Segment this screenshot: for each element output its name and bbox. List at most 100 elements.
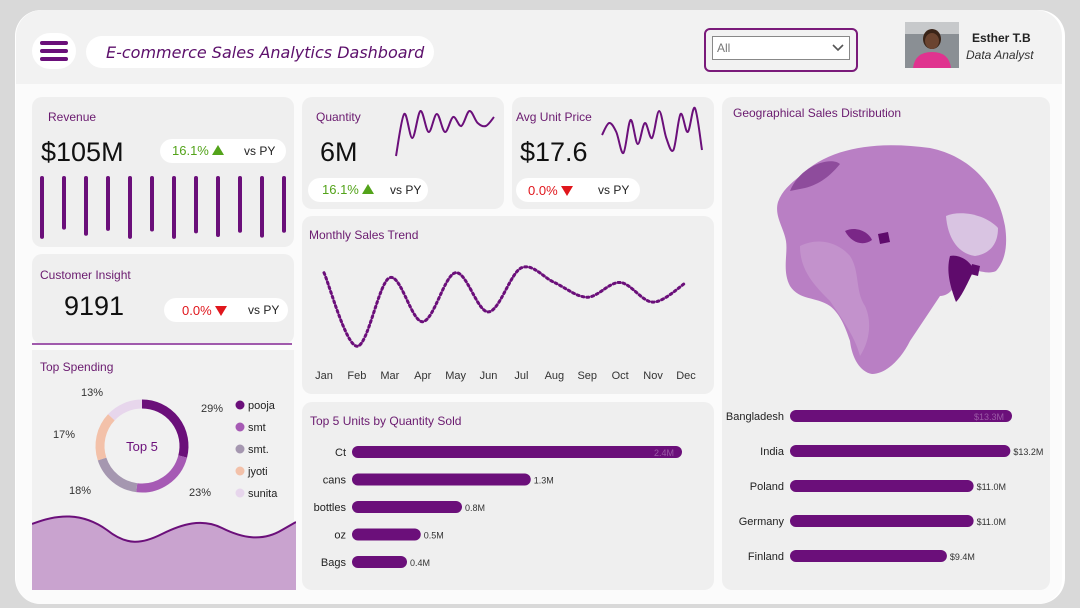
filter-slicer: All [704,28,858,72]
bar-category-label: Poland [750,481,784,493]
bar-category-label: cans [323,475,347,487]
quantity-change-pill: 16.1% vs PY [308,178,428,202]
hamburger-icon [40,41,68,61]
avg-price-compare: vs PY [598,183,630,197]
decorative-wave [32,515,296,590]
donut-slice [136,455,188,493]
monthly-trend-title: Monthly Sales Trend [309,228,419,242]
dashboard-title: E-commerce Sales Analytics Dashboard [106,42,425,62]
bar-value-label: 0.4M [410,558,430,568]
donut-slice [97,457,138,493]
user-name: Esther T.B [972,31,1031,45]
trend-month-label: Feb [347,370,366,382]
top-spending-donut-chart: 29% 23% 18% 17% 13% Top 5 pooja smt smt. jyoti sun… [53,387,278,500]
bar [352,556,407,568]
legend-label: smt [248,422,266,434]
chevron-down-icon [832,44,844,52]
sparkline-path [395,109,495,157]
legend-label: smt. [248,444,269,456]
legend-label: sunita [248,488,278,500]
bar [352,528,421,541]
legend-swatch [235,466,245,476]
quantity-label: Quantity [316,110,361,124]
bar-value-label: 2.4M [654,448,674,458]
bar-category-label: bottles [314,502,347,514]
monthly-trend-chart: Jan Feb Mar Apr May Jun Jul Aug Sep Oct Nov Dec [315,265,696,382]
donut-data-label: 29% [201,403,223,415]
revenue-change: 16.1% [172,143,224,158]
bar [352,473,531,486]
avatar [905,22,959,68]
legend-swatch [235,422,245,432]
menu-button[interactable] [32,33,76,69]
bar-category-label: oz [334,530,346,542]
arrow-down-icon [560,186,573,196]
trend-month-label: Dec [676,370,696,382]
bar-category-label: Finland [748,551,784,563]
bar-category-label: Ct [335,447,346,459]
donut-data-label: 23% [189,487,211,499]
customer-change: 0.0% [182,303,227,318]
arrow-up-icon [211,145,224,155]
divider [32,343,292,345]
donut-slice [95,414,115,461]
bar-value-label: 0.8M [465,503,485,513]
geo-bar-chart: Bangladesh $13.3M India $13.2M Poland $11.0M G… [726,410,1043,563]
donut-data-label: 18% [69,485,91,497]
bar-category-label: India [760,446,785,458]
revenue-card [32,97,294,247]
bar-value-label: 0.5M [424,531,444,541]
donut-data-label: 13% [81,387,103,399]
top-units-title: Top 5 Units by Quantity Sold [310,414,462,428]
legend-swatch [235,444,245,454]
donut-slice [141,399,189,458]
donut-data-label: 17% [53,429,75,441]
user-role: Data Analyst [966,48,1034,62]
avg-price-change: 0.0% [528,183,573,198]
top-units-bar-chart: Ct 2.4M cans 1.3M bottles 0.8M oz 0.5M Bags 0.4M [314,446,682,569]
avg-price-value: $17.6 [520,137,588,167]
donut-slice [108,399,143,421]
bar-value-label: $13.2M [1013,447,1043,457]
trend-month-label: Jan [315,370,333,382]
bar-value-label: 1.3M [534,476,554,486]
customer-value: 9191 [64,291,125,321]
bar [352,501,462,513]
legend-label: pooja [248,400,276,412]
quantity-change: 16.1% [322,182,374,197]
bar-category-label: Bags [321,557,347,569]
trend-month-label: May [445,370,466,382]
bar [790,410,1012,422]
bar-value-label: $9.4M [950,552,975,562]
customer-compare: vs PY [248,303,280,317]
trend-month-label: Nov [643,370,663,382]
legend-swatch [235,400,245,410]
revenue-change-pill: 16.1% vs PY [160,139,286,163]
arrow-up-icon [361,184,374,194]
revenue-label: Revenue [48,110,97,124]
trend-line [322,265,688,348]
top-spending-title: Top Spending [40,360,114,374]
avg-price-label: Avg Unit Price [516,110,592,124]
bar [790,445,1011,457]
dashboard-title-container: E-commerce Sales Analytics Dashboard [86,36,434,68]
revenue-value: $105M [41,137,124,167]
trend-month-label: Jun [480,370,498,382]
filter-dropdown[interactable]: All [712,36,850,60]
quantity-value: 6M [320,137,358,167]
donut-center-label: Top 5 [126,439,158,454]
globe-map [767,138,1007,374]
geo-title: Geographical Sales Distribution [733,106,902,120]
bar-value-label: $11.0M [977,517,1006,527]
quantity-sparkline [395,109,495,157]
filter-value: All [717,41,731,55]
bar [790,515,974,527]
bar [352,446,682,458]
trend-month-label: Apr [414,370,431,382]
bar-value-label: $13.3M [974,412,1004,422]
trend-month-label: Jul [514,370,528,382]
quantity-compare: vs PY [390,183,422,197]
bar [790,480,974,492]
bar [790,550,947,562]
trend-month-label: Sep [577,370,597,382]
